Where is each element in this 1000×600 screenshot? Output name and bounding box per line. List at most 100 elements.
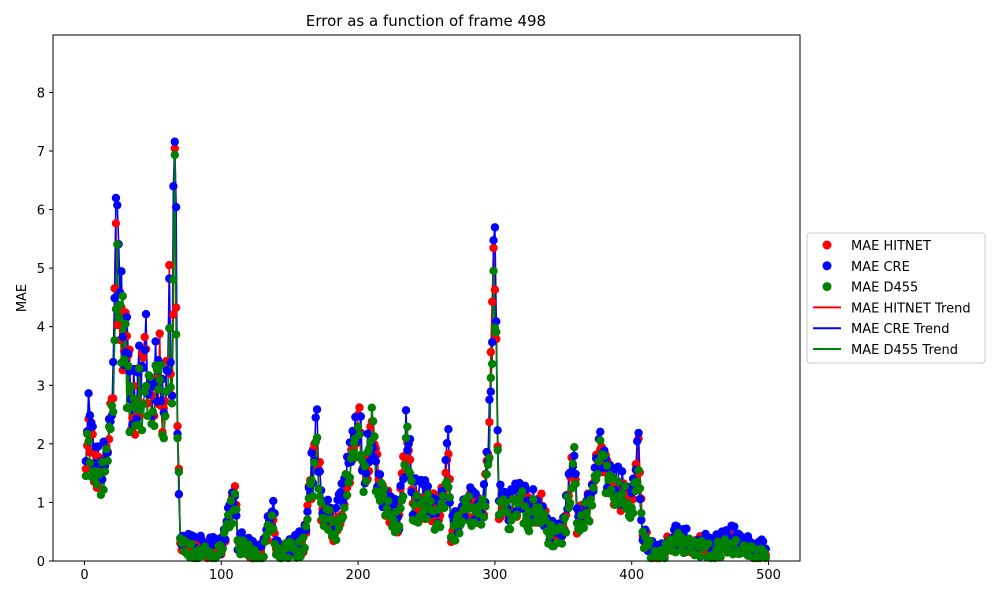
data-point bbox=[323, 525, 333, 534]
y-tick-label: 0 bbox=[37, 555, 45, 570]
data-point bbox=[237, 528, 246, 537]
y-axis: 0 1 2 3 4 5 6 7 8 bbox=[37, 86, 53, 570]
data-point bbox=[169, 275, 178, 284]
data-point bbox=[359, 487, 368, 497]
data-point bbox=[405, 469, 415, 478]
data-point bbox=[483, 460, 493, 469]
data-point bbox=[325, 506, 334, 515]
data-point bbox=[113, 240, 122, 249]
data-point bbox=[399, 492, 408, 501]
data-point bbox=[396, 504, 405, 513]
data-point bbox=[111, 193, 121, 203]
data-point bbox=[84, 437, 93, 446]
data-point bbox=[84, 389, 93, 398]
x-tick-label: 500 bbox=[756, 568, 781, 583]
data-point bbox=[160, 411, 170, 421]
data-point bbox=[312, 433, 322, 442]
data-point bbox=[496, 480, 505, 489]
data-point bbox=[232, 505, 241, 514]
data-point bbox=[140, 345, 149, 355]
data-point bbox=[115, 300, 125, 310]
y-tick-label: 5 bbox=[37, 262, 45, 277]
data-point bbox=[174, 467, 184, 477]
data-point bbox=[165, 324, 174, 333]
data-point bbox=[342, 490, 352, 500]
data-point bbox=[695, 552, 705, 561]
data-point bbox=[137, 425, 147, 435]
data-point bbox=[100, 467, 110, 476]
data-point bbox=[617, 467, 627, 476]
y-tick-label: 4 bbox=[37, 321, 45, 336]
data-point bbox=[154, 385, 163, 394]
data-point bbox=[230, 489, 240, 498]
data-point bbox=[363, 429, 372, 438]
data-point bbox=[394, 522, 404, 531]
data-point bbox=[170, 150, 179, 160]
data-point bbox=[303, 507, 312, 516]
data-point bbox=[119, 355, 129, 364]
data-point bbox=[355, 430, 364, 439]
data-point bbox=[332, 503, 341, 513]
data-point bbox=[170, 137, 179, 146]
data-point bbox=[489, 243, 498, 253]
data-point bbox=[637, 508, 646, 518]
data-point bbox=[307, 476, 316, 485]
plot-frame bbox=[52, 34, 801, 562]
data-point bbox=[570, 443, 579, 452]
data-point bbox=[114, 313, 123, 322]
data-point bbox=[490, 285, 500, 294]
y-tick-label: 2 bbox=[37, 438, 45, 453]
data-point bbox=[111, 219, 121, 228]
data-point bbox=[145, 372, 155, 382]
data-point bbox=[124, 361, 133, 371]
data-point bbox=[512, 510, 521, 519]
data-point bbox=[375, 470, 385, 479]
data-points bbox=[81, 137, 770, 563]
data-point bbox=[444, 425, 453, 434]
data-point bbox=[141, 309, 151, 319]
data-point bbox=[479, 480, 489, 489]
data-point bbox=[423, 482, 433, 491]
data-point bbox=[83, 429, 92, 439]
data-point bbox=[118, 291, 127, 301]
data-point bbox=[140, 332, 149, 342]
data-point bbox=[464, 492, 474, 501]
data-point bbox=[99, 485, 108, 495]
data-point bbox=[141, 381, 151, 391]
data-point bbox=[371, 457, 381, 466]
data-point bbox=[487, 359, 497, 369]
y-tick-label: 1 bbox=[37, 496, 45, 511]
data-point bbox=[602, 461, 612, 470]
data-point bbox=[303, 515, 312, 524]
data-point bbox=[221, 535, 230, 544]
data-point bbox=[442, 439, 452, 448]
data-point bbox=[338, 512, 348, 521]
data-point bbox=[356, 412, 366, 421]
data-point bbox=[487, 297, 497, 306]
data-point bbox=[634, 465, 643, 475]
data-point bbox=[731, 536, 740, 545]
data-point bbox=[470, 518, 479, 527]
data-point bbox=[269, 524, 278, 534]
data-point bbox=[440, 503, 449, 513]
data-point bbox=[353, 422, 363, 431]
data-point bbox=[407, 476, 416, 486]
data-point bbox=[587, 501, 597, 510]
data-point bbox=[390, 495, 400, 504]
data-point bbox=[471, 489, 480, 498]
legend-label: MAE D455 Trend bbox=[851, 343, 958, 358]
data-point bbox=[151, 337, 160, 346]
data-point bbox=[478, 495, 487, 504]
data-point bbox=[444, 482, 453, 492]
data-point bbox=[565, 498, 575, 508]
y-tick-label: 8 bbox=[37, 86, 45, 101]
data-point bbox=[134, 364, 144, 373]
data-point bbox=[426, 496, 435, 506]
data-point bbox=[660, 553, 669, 563]
data-point bbox=[457, 517, 467, 526]
data-point bbox=[118, 332, 127, 342]
y-tick-label: 6 bbox=[37, 204, 45, 219]
data-point bbox=[571, 469, 580, 479]
data-point bbox=[169, 182, 178, 191]
